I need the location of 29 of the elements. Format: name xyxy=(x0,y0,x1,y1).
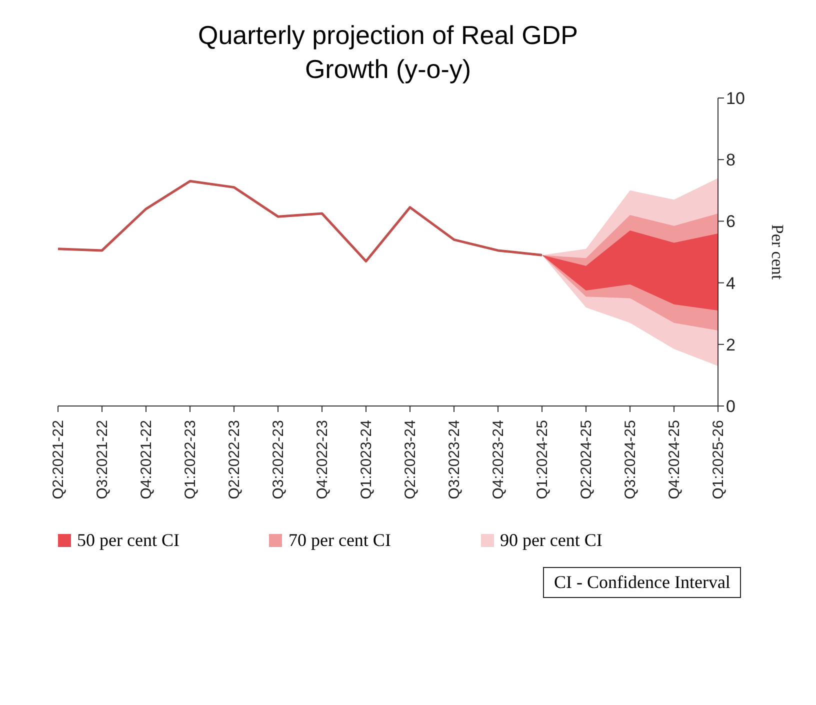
x-tick-label: Q1:2024-25 xyxy=(534,420,551,500)
x-tick-label: Q3:2022-23 xyxy=(270,420,287,500)
line-series xyxy=(56,180,544,262)
y-tick-label: 4 xyxy=(726,274,736,293)
x-tick-label: Q4:2023-24 xyxy=(490,420,507,500)
legend-label: 50 per cent CI xyxy=(77,530,180,551)
x-tick-label: Q4:2022-23 xyxy=(314,420,331,500)
y-tick-label: 10 xyxy=(726,89,745,108)
x-tick-label: Q3:2023-24 xyxy=(446,420,463,500)
x-tick-label: Q4:2021-22 xyxy=(138,420,155,500)
legend-label: 70 per cent CI xyxy=(288,530,391,551)
x-tick-label: Q1:2025-26 xyxy=(710,420,727,500)
text: CI - Confidence Interval xyxy=(543,567,742,598)
x-tick-label: Q2:2024-25 xyxy=(578,420,595,500)
x-tick-label: Q2:2022-23 xyxy=(226,420,243,500)
x-tick-label: Q2:2021-22 xyxy=(50,420,67,500)
y-tick-label: 8 xyxy=(726,150,736,170)
y-tick-label: 6 xyxy=(726,212,736,232)
x-tick-label: Q3:2024-25 xyxy=(622,420,639,500)
chart-title: Quarterly projection of Real GDP Growth (y-o-y) xyxy=(196,19,580,86)
x-tick-label: Q4:2024-25 xyxy=(666,420,683,500)
y-tick-label: 0 xyxy=(726,397,736,416)
x-tick-label: Q3:2021-22 xyxy=(94,420,111,500)
y-axis-title: Per cent xyxy=(768,224,787,280)
x-tick-label: Q1:2023-24 xyxy=(358,420,375,500)
x-tick-label: Q1:2022-23 xyxy=(182,420,199,500)
legend-label: 90 per cent CI xyxy=(500,530,602,551)
y-tick-label: 2 xyxy=(726,335,736,354)
x-tick-label: Q2:2023-24 xyxy=(402,420,419,500)
